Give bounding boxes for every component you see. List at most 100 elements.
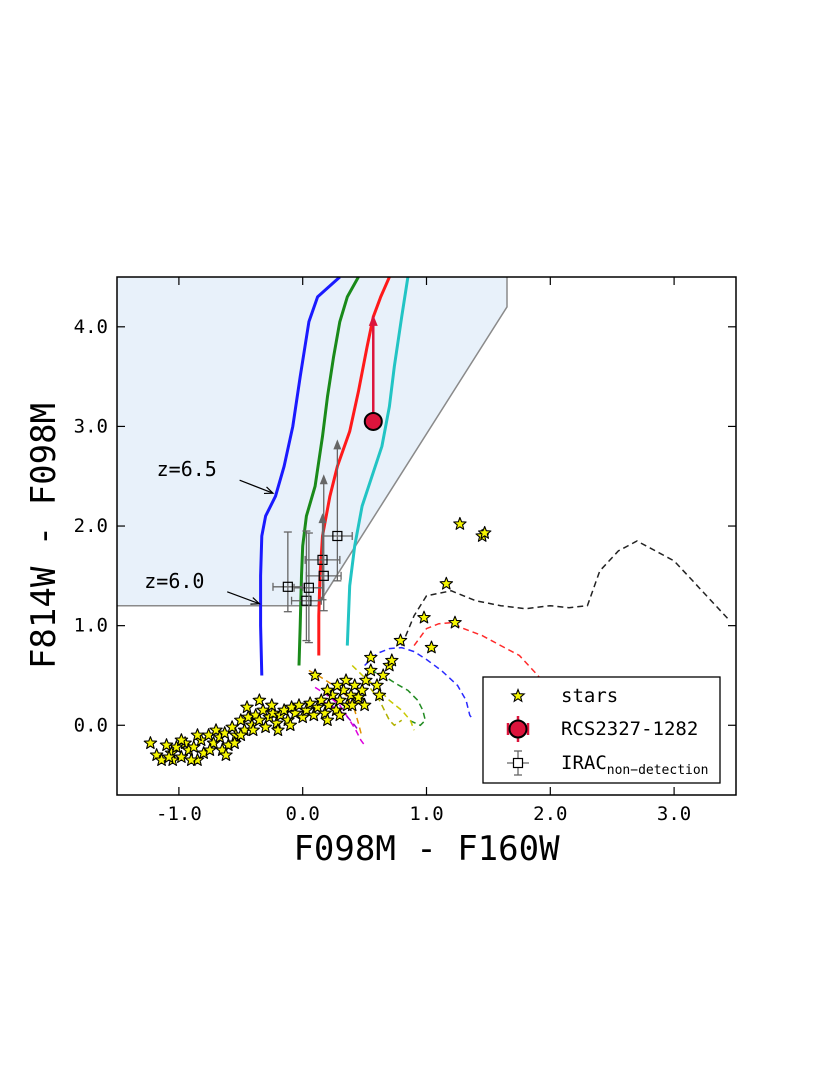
star-marker [209, 723, 223, 737]
star-marker [333, 708, 347, 722]
star-marker [307, 708, 321, 722]
model-tracks [259, 277, 410, 676]
legend-label-text: stars [561, 685, 618, 707]
irac-upper-arrow [333, 439, 342, 450]
star-marker [219, 748, 233, 761]
star-marker [364, 663, 378, 677]
star-marker [299, 703, 314, 717]
legend-label: RCS2327-1282 [561, 718, 698, 740]
irac-square-marker [317, 554, 328, 566]
star-marker [320, 713, 335, 727]
galaxy-track-blue [364, 646, 475, 721]
star-marker [169, 740, 184, 753]
galaxy-track-magenta [314, 686, 366, 746]
star-marker [321, 698, 336, 712]
star-marker [351, 690, 366, 704]
target-marker [363, 411, 383, 431]
star-marker [355, 683, 369, 697]
star-marker [271, 723, 285, 737]
model-track-green [297, 277, 360, 666]
star-marker [370, 678, 384, 692]
target-lower-limit-arrow [368, 314, 378, 326]
star-marker [347, 678, 362, 692]
legend-label: IRACnon−detection [561, 752, 709, 778]
redshift-labels: z=6.5 z=6.0 [144, 457, 275, 605]
galaxy-track-red [413, 621, 551, 691]
irac-non-detection-points [272, 439, 353, 644]
star-marker [339, 673, 353, 687]
y-tick-label: 1.0 [74, 615, 108, 637]
star-markers [143, 516, 492, 766]
star-marker [417, 610, 431, 624]
star-marker [357, 698, 372, 712]
star-marker [424, 640, 439, 654]
plot-frame: -1.0 0.0 1.0 2.0 3.0 0.0 1.0 2.0 3.0 4.0 F098M - F… [24, 276, 737, 869]
star-marker [266, 706, 280, 720]
star-marker [320, 683, 335, 697]
star-marker [372, 688, 387, 702]
star-marker [345, 698, 359, 712]
star-marker [385, 653, 399, 667]
star-marker [265, 698, 279, 712]
selection-region-edge [117, 277, 508, 607]
irac-square-marker [318, 570, 329, 581]
legend-star-icon [510, 687, 526, 703]
x-tick-label: 1.0 [409, 803, 443, 825]
star-marker [252, 693, 267, 707]
legend: stars RCS2327-1282 IRACnon−detection [482, 676, 721, 784]
x-axis-label: F098M - F160W [293, 829, 560, 869]
irac-point [305, 474, 342, 612]
y-tick-label: 3.0 [74, 415, 108, 437]
irac-upper-arrow [319, 474, 328, 485]
redshift-arrow-head [263, 486, 275, 495]
star-marker [256, 703, 270, 717]
x-tick-label: 0.0 [286, 803, 320, 825]
star-marker [308, 668, 322, 682]
star-marker [292, 698, 306, 712]
irac-square-marker [332, 530, 343, 542]
galaxy-track-yellow [351, 664, 415, 731]
star-marker [227, 736, 242, 750]
selection-region [117, 277, 508, 607]
star-marker [318, 706, 332, 720]
irac-point [304, 513, 341, 601]
irac-point [290, 530, 322, 642]
star-marker [143, 736, 158, 750]
star-marker [453, 516, 467, 530]
redshift-label: z=6.5 [157, 457, 217, 481]
star-marker [393, 633, 408, 647]
legend-irac-icon [512, 757, 524, 769]
star-marker [258, 720, 273, 734]
star-marker [477, 525, 492, 539]
star-marker [314, 693, 329, 707]
y-tick-label: 2.0 [74, 515, 108, 537]
legend-label-text: RCS2327-1282 [561, 718, 698, 740]
irac-point [293, 532, 325, 644]
legend-label-text: IRAC [561, 752, 607, 774]
star-marker [310, 700, 325, 714]
galaxy-track-olive [363, 679, 403, 727]
irac-square-marker [282, 581, 293, 592]
irac-point [272, 531, 304, 613]
x-tick-label: 3.0 [657, 803, 691, 825]
irac-square-marker [303, 582, 314, 593]
star-marker [174, 733, 189, 747]
star-marker [359, 673, 373, 687]
target-source [363, 314, 383, 431]
galaxy-track-purple [320, 699, 360, 731]
star-marker [252, 713, 267, 727]
star-marker [303, 696, 317, 710]
star-marker [376, 668, 390, 682]
star-marker [162, 750, 176, 763]
star-marker [184, 753, 199, 766]
star-marker [288, 706, 303, 720]
irac-square-marker [301, 595, 312, 606]
star-marker [330, 678, 345, 692]
galaxy-track-green [370, 669, 427, 727]
legend-label: stars [561, 685, 618, 707]
irac-upper-arrow [318, 513, 327, 524]
redshift-arrow-line [227, 591, 260, 605]
star-marker [246, 723, 260, 737]
y-tick-label: 0.0 [74, 714, 108, 736]
